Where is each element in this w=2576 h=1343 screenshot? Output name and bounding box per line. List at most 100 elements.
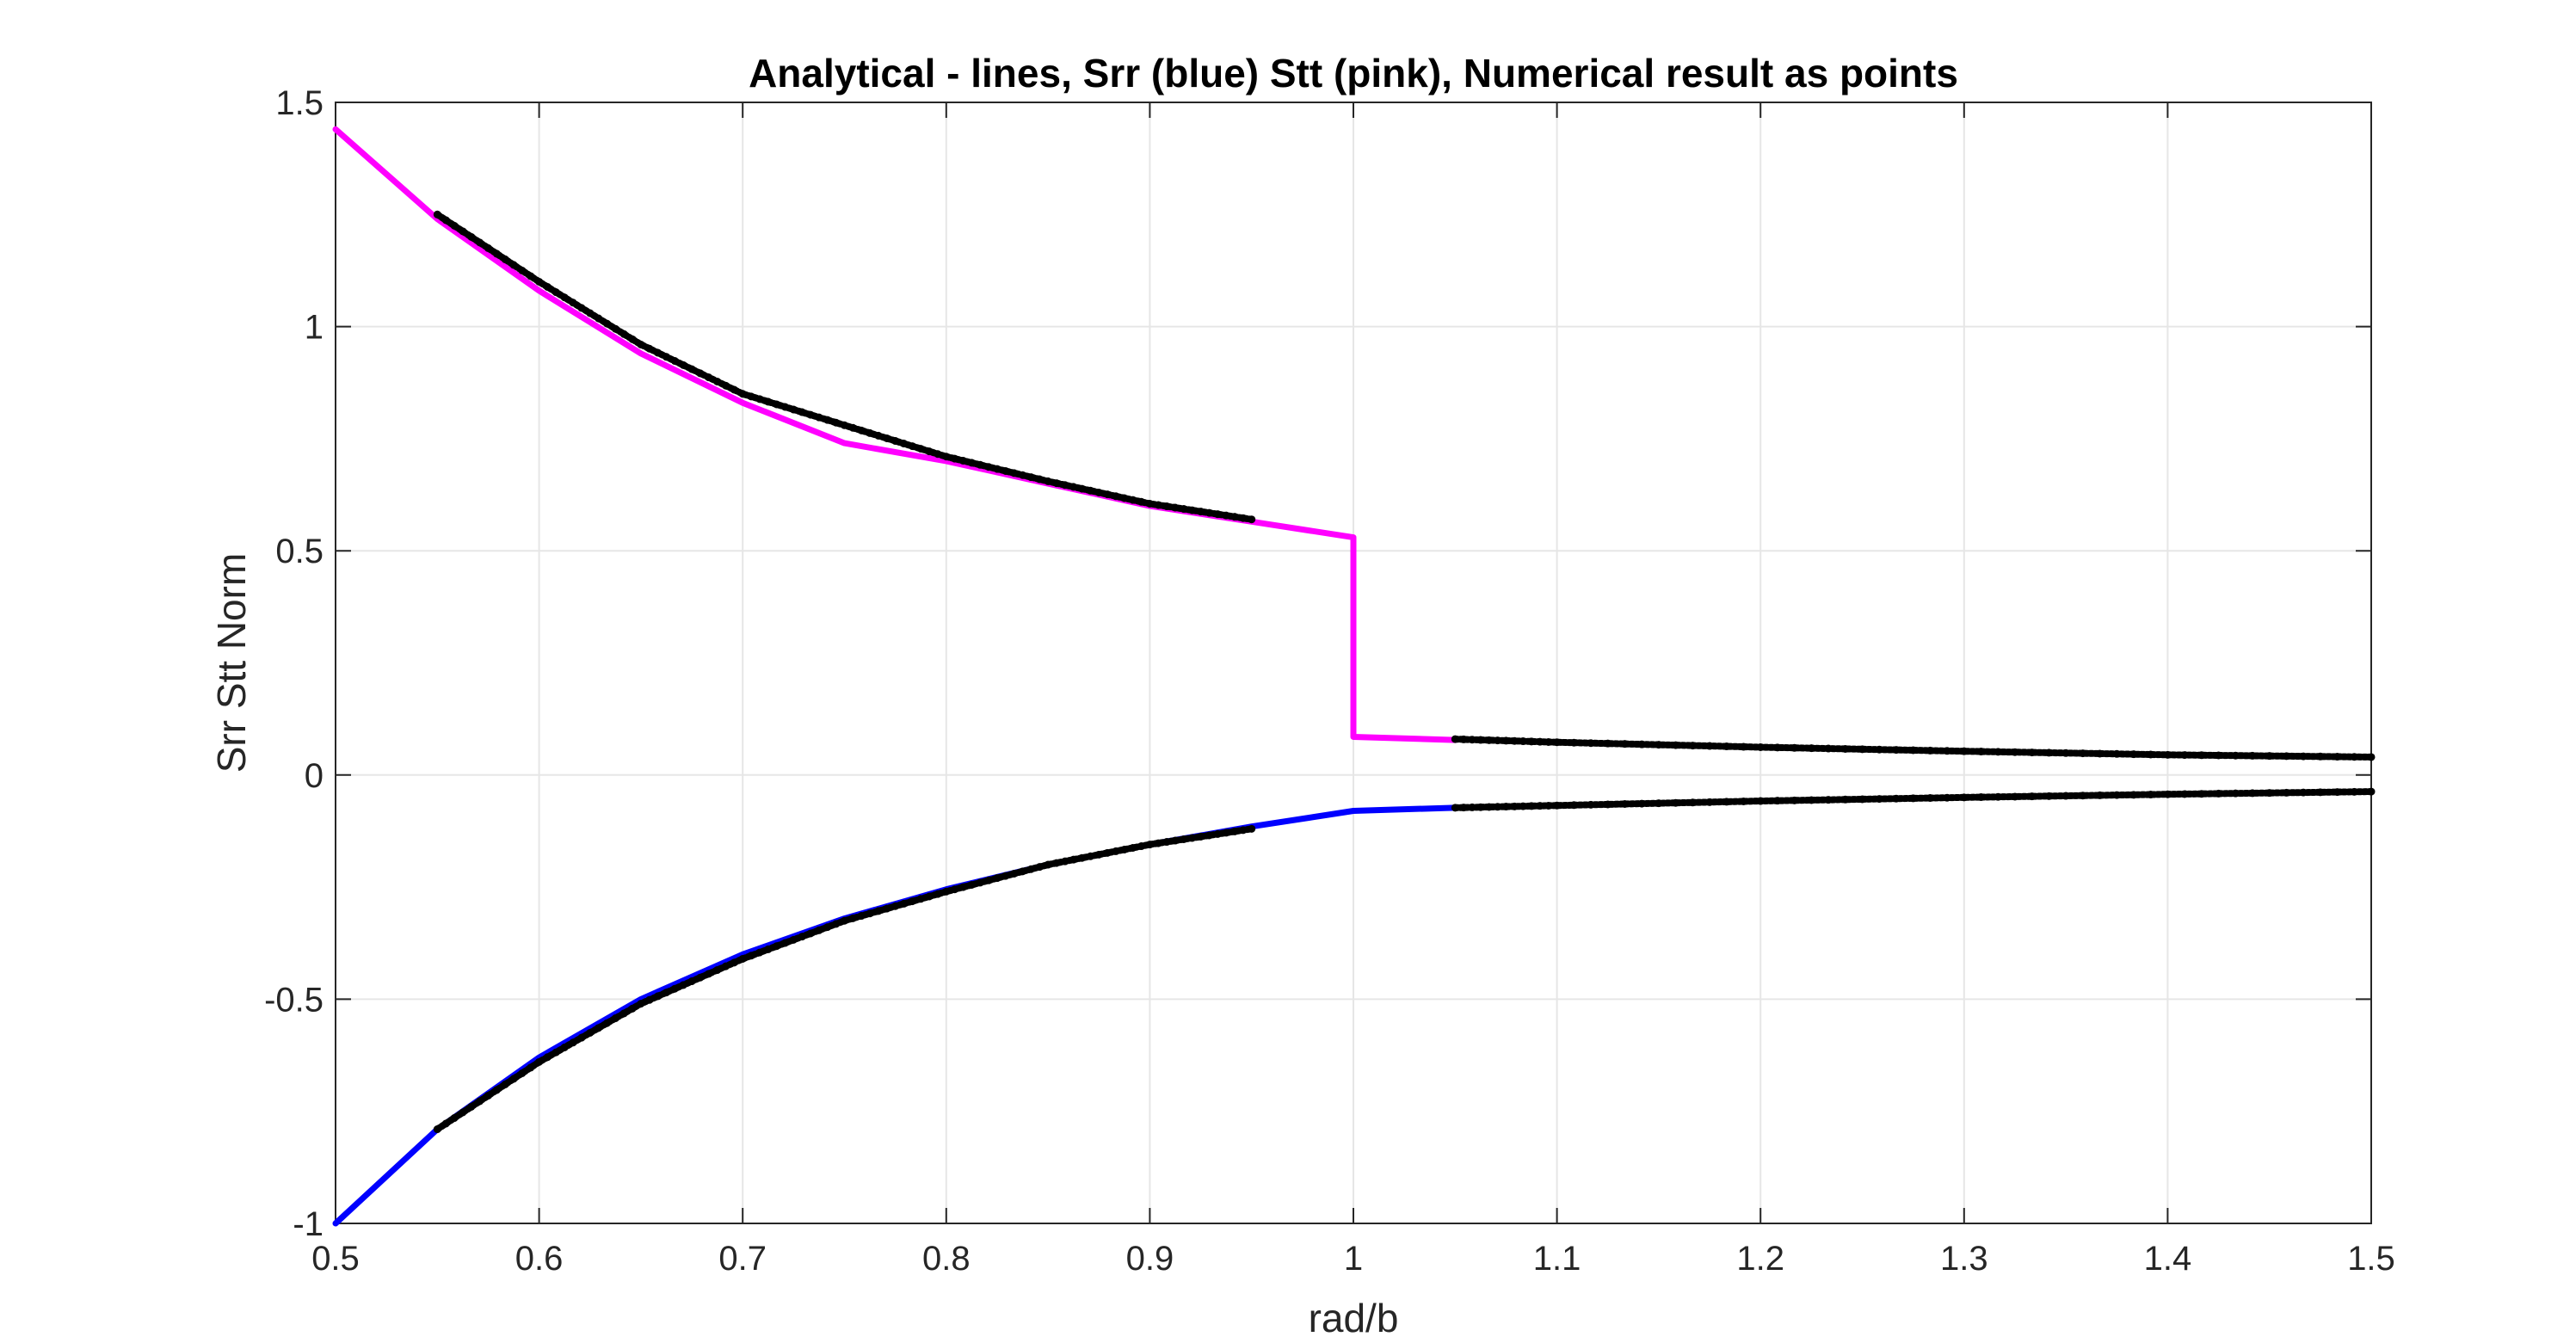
numerical-point bbox=[1943, 747, 1951, 755]
numerical-point bbox=[2350, 787, 2358, 796]
numerical-point bbox=[2129, 791, 2138, 799]
numerical-point bbox=[2112, 749, 2121, 758]
x-tick-label: 0.8 bbox=[922, 1240, 971, 1278]
numerical-point bbox=[1977, 793, 1986, 802]
numerical-point bbox=[1171, 836, 1180, 845]
numerical-point bbox=[1688, 742, 1697, 750]
numerical-point bbox=[1553, 801, 1562, 810]
numerical-point bbox=[1527, 802, 1536, 810]
y-tick-label: -0.5 bbox=[264, 981, 324, 1019]
numerical-point bbox=[2011, 792, 2019, 801]
numerical-point bbox=[1756, 742, 1765, 751]
numerical-point bbox=[815, 413, 823, 422]
x-tick-label: 0.5 bbox=[311, 1240, 360, 1278]
numerical-point bbox=[721, 381, 730, 390]
numerical-point bbox=[832, 920, 841, 928]
numerical-point bbox=[1485, 803, 1494, 811]
x-tick-label: 1.2 bbox=[1736, 1240, 1784, 1278]
numerical-point bbox=[1637, 740, 1646, 749]
numerical-point bbox=[916, 445, 925, 453]
numerical-point bbox=[1688, 798, 1697, 807]
numerical-point bbox=[1841, 795, 1850, 804]
numerical-point bbox=[841, 916, 848, 925]
numerical-point bbox=[2215, 789, 2223, 798]
numerical-point bbox=[1078, 484, 1087, 493]
numerical-point bbox=[577, 304, 586, 312]
numerical-point bbox=[738, 954, 747, 963]
numerical-point bbox=[1544, 737, 1553, 746]
numerical-point bbox=[602, 319, 611, 328]
y-axis-label: Srr Stt Norm bbox=[209, 553, 254, 773]
numerical-point bbox=[959, 883, 968, 891]
numerical-point bbox=[1086, 852, 1094, 860]
numerical-point bbox=[925, 447, 934, 456]
numerical-point bbox=[747, 392, 755, 401]
numerical-point bbox=[925, 892, 934, 901]
numerical-point bbox=[1544, 801, 1553, 810]
numerical-point bbox=[951, 885, 959, 894]
numerical-point bbox=[891, 437, 900, 446]
numerical-point bbox=[738, 390, 747, 398]
numerical-point bbox=[1569, 738, 1578, 747]
numerical-point bbox=[1459, 804, 1468, 812]
numerical-point bbox=[1044, 477, 1052, 485]
numerical-point bbox=[1739, 742, 1747, 751]
numerical-point bbox=[1248, 515, 1256, 524]
numerical-point bbox=[1672, 798, 1680, 807]
numerical-point bbox=[1171, 503, 1180, 512]
numerical-point bbox=[705, 373, 713, 382]
numerical-point bbox=[2282, 752, 2290, 761]
numerical-point bbox=[2147, 750, 2155, 759]
numerical-point bbox=[1722, 742, 1731, 751]
numerical-point bbox=[1026, 473, 1035, 482]
numerical-point bbox=[942, 887, 951, 896]
numerical-point bbox=[1519, 737, 1527, 746]
numerical-point bbox=[662, 989, 670, 997]
y-tick-label: -1 bbox=[293, 1205, 324, 1243]
numerical-point bbox=[1154, 501, 1162, 509]
numerical-point bbox=[1892, 746, 1901, 755]
numerical-point bbox=[2367, 787, 2376, 796]
numerical-point bbox=[1019, 471, 1027, 479]
numerical-point bbox=[773, 942, 781, 951]
numerical-point bbox=[1061, 857, 1069, 866]
numerical-point bbox=[2147, 791, 2155, 799]
numerical-point bbox=[687, 977, 696, 986]
numerical-point bbox=[2163, 750, 2172, 759]
numerical-point bbox=[2079, 749, 2087, 758]
numerical-point bbox=[1739, 797, 1747, 805]
y-tick-label: 1 bbox=[305, 309, 324, 347]
numerical-point bbox=[1061, 481, 1069, 490]
x-tick-label: 1.1 bbox=[1533, 1240, 1581, 1278]
numerical-point bbox=[433, 210, 441, 219]
numerical-point bbox=[1960, 793, 1969, 802]
numerical-point bbox=[1086, 486, 1094, 495]
numerical-point bbox=[476, 1097, 484, 1106]
numerical-point bbox=[959, 457, 968, 465]
numerical-point bbox=[1587, 800, 1595, 809]
numerical-point bbox=[492, 250, 501, 258]
numerical-point bbox=[1790, 743, 1799, 752]
numerical-point bbox=[459, 1108, 467, 1117]
numerical-point bbox=[1010, 869, 1019, 878]
numerical-point bbox=[1468, 803, 1476, 811]
numerical-point bbox=[934, 890, 942, 898]
numerical-point bbox=[1188, 834, 1197, 842]
y-tick-label: 0 bbox=[305, 757, 324, 795]
numerical-point bbox=[619, 1009, 628, 1018]
numerical-point bbox=[1180, 505, 1188, 514]
numerical-point bbox=[1476, 803, 1485, 811]
numerical-point bbox=[1510, 802, 1519, 810]
numerical-point bbox=[1807, 796, 1815, 804]
numerical-point bbox=[1035, 863, 1044, 872]
numerical-point bbox=[569, 1038, 577, 1047]
numerical-point bbox=[883, 434, 891, 442]
numerical-point bbox=[1494, 736, 1502, 745]
numerical-point bbox=[1094, 488, 1103, 496]
numerical-point bbox=[1960, 747, 1969, 755]
numerical-point bbox=[1909, 794, 1918, 803]
numerical-point bbox=[577, 1033, 586, 1042]
numerical-points-segment bbox=[1451, 735, 2376, 761]
numerical-point bbox=[2028, 749, 2037, 757]
numerical-point bbox=[637, 1000, 645, 1008]
